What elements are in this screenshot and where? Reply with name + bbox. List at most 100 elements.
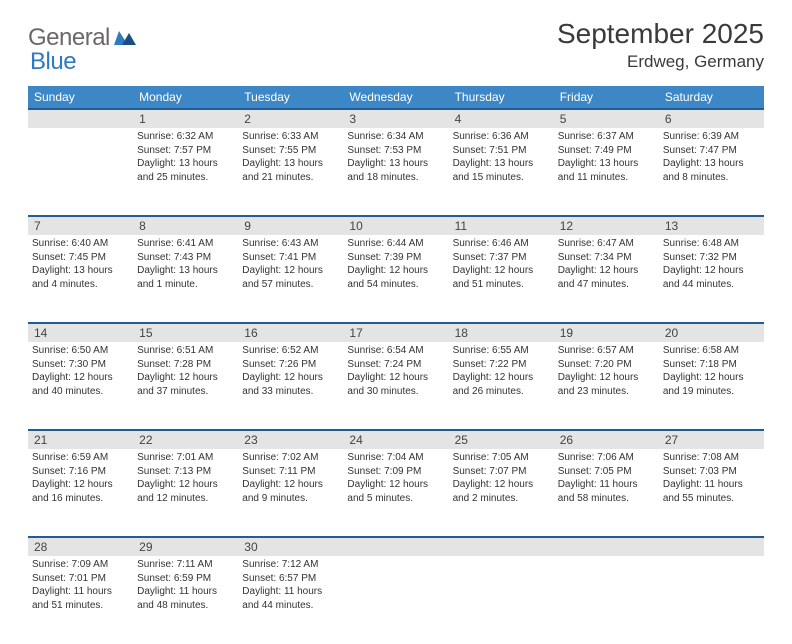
day-number: 4 [449,109,554,128]
sunset-text: Sunset: 7:43 PM [137,251,234,265]
day-cell: Sunrise: 7:11 AMSunset: 6:59 PMDaylight:… [133,556,238,644]
daylight-text: Daylight: 12 hours and 51 minutes. [453,264,550,291]
day-content-row: Sunrise: 6:50 AMSunset: 7:30 PMDaylight:… [28,342,764,430]
day-cell: Sunrise: 6:52 AMSunset: 7:26 PMDaylight:… [238,342,343,430]
day-number: 14 [28,323,133,342]
month-title: September 2025 [557,18,764,50]
day-number [449,537,554,556]
day-number: 28 [28,537,133,556]
sunrise-text: Sunrise: 7:02 AM [242,451,339,465]
day-cell: Sunrise: 7:04 AMSunset: 7:09 PMDaylight:… [343,449,448,537]
sunset-text: Sunset: 7:49 PM [558,144,655,158]
day-number: 15 [133,323,238,342]
daylight-text: Daylight: 12 hours and 19 minutes. [663,371,760,398]
sunset-text: Sunset: 7:11 PM [242,465,339,479]
sunset-text: Sunset: 6:57 PM [242,572,339,586]
daylight-text: Daylight: 12 hours and 44 minutes. [663,264,760,291]
sunset-text: Sunset: 7:39 PM [347,251,444,265]
sunrise-text: Sunrise: 6:51 AM [137,344,234,358]
daylight-text: Daylight: 12 hours and 23 minutes. [558,371,655,398]
daynum-row: 21222324252627 [28,430,764,449]
location-label: Erdweg, Germany [557,52,764,72]
day-cell: Sunrise: 7:02 AMSunset: 7:11 PMDaylight:… [238,449,343,537]
day-number: 6 [659,109,764,128]
day-number: 16 [238,323,343,342]
day-cell: Sunrise: 6:50 AMSunset: 7:30 PMDaylight:… [28,342,133,430]
day-number: 17 [343,323,448,342]
sunset-text: Sunset: 7:34 PM [558,251,655,265]
day-cell: Sunrise: 7:05 AMSunset: 7:07 PMDaylight:… [449,449,554,537]
day-cell: Sunrise: 6:47 AMSunset: 7:34 PMDaylight:… [554,235,659,323]
day-cell: Sunrise: 6:37 AMSunset: 7:49 PMDaylight:… [554,128,659,216]
sunrise-text: Sunrise: 6:40 AM [32,237,129,251]
day-number: 26 [554,430,659,449]
daylight-text: Daylight: 13 hours and 1 minute. [137,264,234,291]
day-number: 20 [659,323,764,342]
day-cell [343,556,448,644]
sunrise-text: Sunrise: 7:01 AM [137,451,234,465]
sunset-text: Sunset: 7:24 PM [347,358,444,372]
daylight-text: Daylight: 11 hours and 44 minutes. [242,585,339,612]
sunrise-text: Sunrise: 6:48 AM [663,237,760,251]
sunset-text: Sunset: 7:55 PM [242,144,339,158]
logo-triangle-icon [114,27,136,50]
daynum-row: 14151617181920 [28,323,764,342]
daylight-text: Daylight: 12 hours and 16 minutes. [32,478,129,505]
sunset-text: Sunset: 7:32 PM [663,251,760,265]
sunset-text: Sunset: 7:05 PM [558,465,655,479]
sunset-text: Sunset: 7:03 PM [663,465,760,479]
day-cell: Sunrise: 6:48 AMSunset: 7:32 PMDaylight:… [659,235,764,323]
daylight-text: Daylight: 12 hours and 9 minutes. [242,478,339,505]
sunset-text: Sunset: 6:59 PM [137,572,234,586]
sunrise-text: Sunrise: 7:05 AM [453,451,550,465]
day-number: 29 [133,537,238,556]
sunrise-text: Sunrise: 6:57 AM [558,344,655,358]
title-block: September 2025 Erdweg, Germany [557,18,764,72]
day-cell: Sunrise: 6:33 AMSunset: 7:55 PMDaylight:… [238,128,343,216]
day-number: 3 [343,109,448,128]
day-number: 7 [28,216,133,235]
daylight-text: Daylight: 12 hours and 5 minutes. [347,478,444,505]
sunrise-text: Sunrise: 7:09 AM [32,558,129,572]
weekday-header-row: Sunday Monday Tuesday Wednesday Thursday… [28,86,764,109]
sunset-text: Sunset: 7:09 PM [347,465,444,479]
day-cell: Sunrise: 7:01 AMSunset: 7:13 PMDaylight:… [133,449,238,537]
day-cell: Sunrise: 6:51 AMSunset: 7:28 PMDaylight:… [133,342,238,430]
day-number [343,537,448,556]
day-number: 10 [343,216,448,235]
sunset-text: Sunset: 7:22 PM [453,358,550,372]
day-cell: Sunrise: 6:36 AMSunset: 7:51 PMDaylight:… [449,128,554,216]
sunset-text: Sunset: 7:13 PM [137,465,234,479]
weekday-header: Wednesday [343,86,448,109]
sunrise-text: Sunrise: 6:59 AM [32,451,129,465]
weekday-header: Sunday [28,86,133,109]
sunrise-text: Sunrise: 6:37 AM [558,130,655,144]
day-number: 27 [659,430,764,449]
sunrise-text: Sunrise: 6:34 AM [347,130,444,144]
sunrise-text: Sunrise: 6:33 AM [242,130,339,144]
daylight-text: Daylight: 12 hours and 47 minutes. [558,264,655,291]
daylight-text: Daylight: 13 hours and 21 minutes. [242,157,339,184]
daynum-row: 123456 [28,109,764,128]
sunset-text: Sunset: 7:53 PM [347,144,444,158]
day-cell: Sunrise: 6:59 AMSunset: 7:16 PMDaylight:… [28,449,133,537]
day-cell [28,128,133,216]
day-cell: Sunrise: 6:39 AMSunset: 7:47 PMDaylight:… [659,128,764,216]
sunrise-text: Sunrise: 7:06 AM [558,451,655,465]
daylight-text: Daylight: 12 hours and 30 minutes. [347,371,444,398]
weekday-header: Saturday [659,86,764,109]
day-number: 8 [133,216,238,235]
day-cell: Sunrise: 6:34 AMSunset: 7:53 PMDaylight:… [343,128,448,216]
sunrise-text: Sunrise: 6:50 AM [32,344,129,358]
daylight-text: Daylight: 13 hours and 8 minutes. [663,157,760,184]
day-number: 24 [343,430,448,449]
daylight-text: Daylight: 11 hours and 55 minutes. [663,478,760,505]
day-cell: Sunrise: 6:41 AMSunset: 7:43 PMDaylight:… [133,235,238,323]
daylight-text: Daylight: 12 hours and 57 minutes. [242,264,339,291]
sunset-text: Sunset: 7:37 PM [453,251,550,265]
sunrise-text: Sunrise: 6:54 AM [347,344,444,358]
day-number: 22 [133,430,238,449]
day-cell: Sunrise: 6:58 AMSunset: 7:18 PMDaylight:… [659,342,764,430]
daylight-text: Daylight: 12 hours and 2 minutes. [453,478,550,505]
daylight-text: Daylight: 12 hours and 37 minutes. [137,371,234,398]
